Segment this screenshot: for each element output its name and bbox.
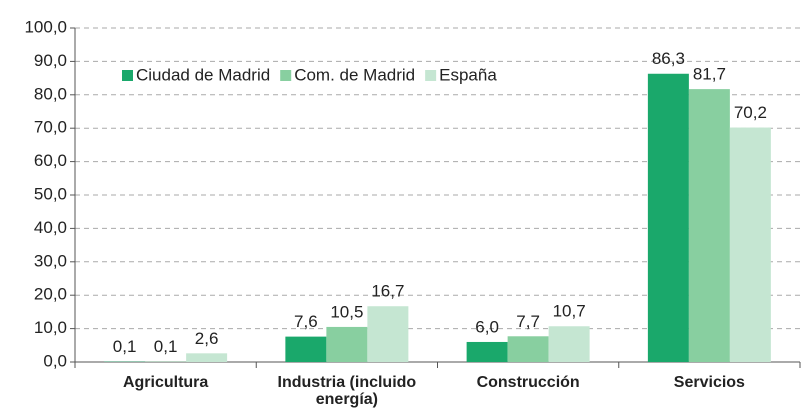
- y-tick-label: 20,0: [34, 285, 67, 304]
- bar: [688, 89, 730, 362]
- data-label: 81,7: [693, 65, 726, 84]
- data-label: 0,1: [113, 337, 137, 356]
- y-tick-label: 0,0: [43, 351, 67, 370]
- data-label: 0,1: [154, 337, 178, 356]
- bar: [326, 326, 368, 362]
- bar: [367, 306, 409, 362]
- y-tick-label: 70,0: [34, 118, 67, 137]
- legend-swatch: [122, 70, 133, 81]
- y-tick-label: 60,0: [34, 151, 67, 170]
- data-label: 7,7: [516, 312, 540, 331]
- bar: [729, 127, 771, 362]
- bar: [466, 341, 508, 362]
- x-tick-label: Agricultura: [122, 374, 209, 391]
- legend-swatch: [425, 70, 437, 81]
- data-label: 2,6: [195, 329, 219, 348]
- y-tick-label: 40,0: [34, 218, 67, 237]
- y-tick-label: 80,0: [34, 84, 67, 103]
- bar: [285, 336, 327, 362]
- data-label: 7,6: [294, 312, 318, 331]
- y-tick-label: 10,0: [34, 318, 67, 337]
- bar: [647, 73, 689, 363]
- data-label: 10,5: [330, 302, 363, 321]
- data-label: 70,2: [734, 103, 767, 122]
- y-tick-label: 50,0: [34, 184, 67, 203]
- data-label: 6,0: [475, 317, 499, 336]
- bar: [186, 353, 228, 362]
- legend-label: Com. de Madrid: [294, 65, 415, 84]
- y-tick-label: 90,0: [34, 51, 67, 70]
- y-tick-label: 30,0: [34, 251, 67, 270]
- legend-swatch: [280, 70, 292, 81]
- x-tick-label: Industria (incluido energía): [277, 374, 417, 408]
- data-label: 86,3: [652, 49, 685, 68]
- data-label: 16,7: [371, 282, 404, 301]
- data-label: 10,7: [553, 302, 586, 321]
- bar: [507, 336, 549, 362]
- bar: [548, 326, 590, 362]
- legend-label: España: [439, 65, 497, 84]
- x-tick-label: Servicios: [673, 374, 745, 391]
- legend-label: Ciudad de Madrid: [136, 65, 270, 84]
- x-tick-label: Construcción: [476, 374, 580, 391]
- y-tick-label: 100,0: [24, 17, 67, 36]
